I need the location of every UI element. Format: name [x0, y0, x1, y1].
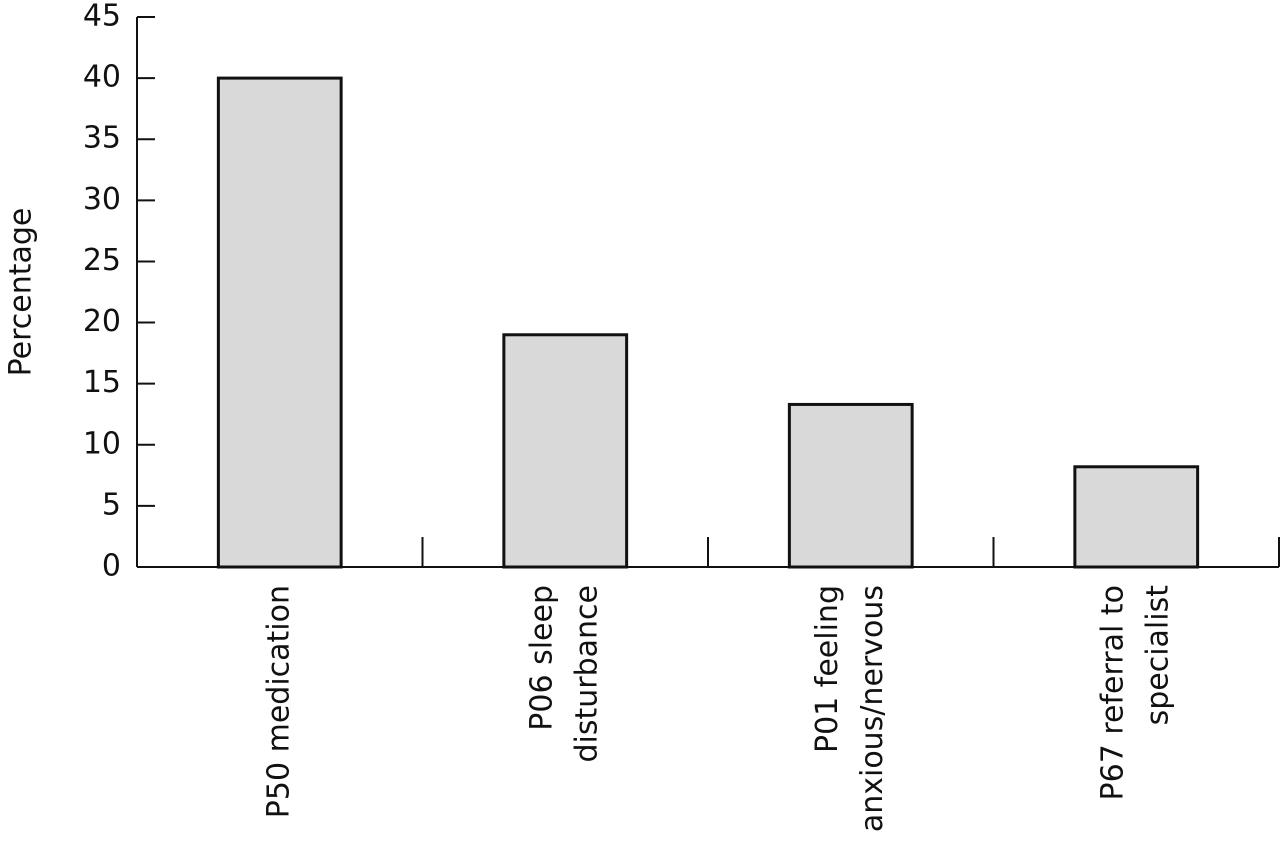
- y-tick-label: 5: [102, 487, 121, 522]
- bar: [502, 333, 629, 569]
- y-tick-label: 25: [83, 243, 121, 278]
- x-tick-label: P06 sleep: [524, 585, 559, 731]
- y-tick-label: 20: [83, 304, 121, 339]
- y-tick-label: 30: [83, 182, 121, 217]
- x-tick-label: specialist: [1140, 585, 1175, 726]
- y-tick-label: 35: [83, 121, 121, 156]
- y-tick-label: 0: [102, 549, 121, 584]
- x-tick-label: disturbance: [569, 585, 604, 763]
- y-tick-label: 15: [83, 365, 121, 400]
- y-tick-label: 45: [83, 0, 121, 34]
- y-tick-label: 10: [83, 426, 121, 461]
- x-tick-label: anxious/nervous: [855, 585, 890, 832]
- x-tick-label: P50 medication: [261, 585, 296, 818]
- y-axis-label: Percentage: [4, 208, 39, 377]
- bar: [1073, 465, 1200, 569]
- x-tick-label: P67 referral to: [1095, 585, 1130, 800]
- y-tick-label: 40: [83, 60, 121, 95]
- bar: [787, 402, 914, 569]
- x-tick-label: P01 feeling: [810, 585, 845, 753]
- bar: [216, 76, 343, 569]
